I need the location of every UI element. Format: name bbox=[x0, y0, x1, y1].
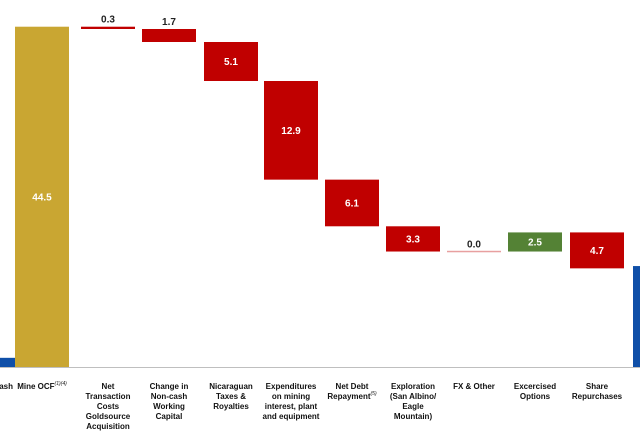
bar-10 bbox=[570, 232, 624, 269]
category-label-text: Expenditures on mining interest, plant a… bbox=[262, 382, 320, 421]
bar-value-label-8: 0.0 bbox=[467, 240, 481, 251]
category-label-0: ash bbox=[0, 382, 13, 392]
category-label-1: Mine OCF(1)(4) bbox=[13, 381, 71, 392]
category-label-7: Exploration (San Albino/ Eagle Mountain) bbox=[384, 382, 442, 422]
bar-8 bbox=[447, 250, 501, 253]
bar-0 bbox=[0, 357, 21, 367]
bar-value-label-4: 5.1 bbox=[224, 57, 238, 68]
bar-value-label-10: 4.7 bbox=[590, 246, 604, 257]
category-label-4: Nicaraguan Taxes & Royalties bbox=[202, 382, 260, 412]
bar-value-label-2: 0.3 bbox=[101, 15, 115, 26]
category-label-10: Share Repurchases bbox=[568, 382, 626, 402]
bar-4 bbox=[204, 42, 258, 81]
bar-value-label-7: 3.3 bbox=[406, 234, 420, 245]
bar-1 bbox=[15, 26, 69, 368]
category-label-3: Change in Non-cash Working Capital bbox=[140, 382, 198, 422]
bar-value-label-5: 12.9 bbox=[281, 126, 301, 137]
category-label-text: Excercised Options bbox=[513, 382, 557, 401]
bar-5 bbox=[264, 81, 318, 180]
category-label-text: FX & Other bbox=[453, 382, 495, 391]
category-label-text: Change in Non-cash Working Capital bbox=[149, 382, 189, 421]
category-label-text: Net Transaction Costs Goldsource Acquisi… bbox=[85, 382, 131, 431]
bar-value-label-9: 2.5 bbox=[528, 237, 542, 248]
category-label-11: E bbox=[631, 382, 640, 392]
category-label-2: Net Transaction Costs Goldsource Acquisi… bbox=[79, 382, 137, 432]
footnote-marker: (5) bbox=[370, 391, 377, 397]
bar-3 bbox=[142, 29, 196, 42]
category-label-text: ash bbox=[0, 382, 13, 391]
category-label-8: FX & Other bbox=[445, 382, 503, 392]
bar-9 bbox=[508, 232, 562, 252]
bar-value-label-6: 6.1 bbox=[345, 198, 359, 209]
bar-6 bbox=[325, 179, 379, 227]
bar-7 bbox=[386, 226, 440, 252]
footnote-marker: (1)(4) bbox=[54, 381, 67, 387]
category-label-6: Net Debt Repayment(5) bbox=[323, 382, 381, 402]
category-label-text: Nicaraguan Taxes & Royalties bbox=[209, 382, 253, 411]
category-label-5: Expenditures on mining interest, plant a… bbox=[262, 382, 320, 422]
category-label-text: Exploration (San Albino/ Eagle Mountain) bbox=[389, 382, 437, 421]
bar-value-label-1: 44.5 bbox=[32, 192, 52, 203]
category-label-text: Mine OCF bbox=[17, 382, 55, 391]
bar-value-label-3: 1.7 bbox=[162, 17, 176, 28]
category-label-text: Net Debt Repayment bbox=[327, 382, 371, 401]
category-label-9: Excercised Options bbox=[506, 382, 564, 402]
bar-11 bbox=[633, 266, 640, 367]
bar-2 bbox=[81, 26, 135, 29]
category-label-text: Share Repurchases bbox=[571, 382, 623, 401]
